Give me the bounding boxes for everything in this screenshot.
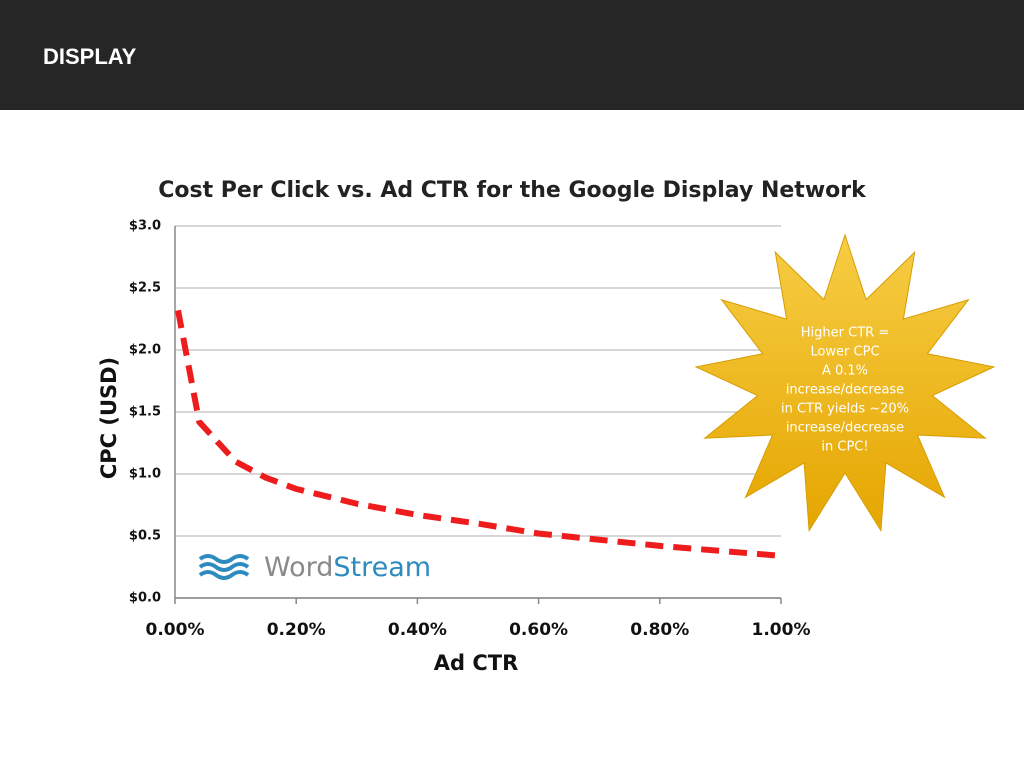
y-tick-label: $3.0 [129,219,161,234]
header-title: DISPLAY [43,44,137,69]
x-tick-label: 1.00% [752,620,811,640]
y-tick-label: $0.5 [129,529,161,544]
y-tick-label: $0.0 [129,591,161,606]
annotation-line: increase/decrease [786,383,904,398]
logo-text: WordStream [264,552,431,583]
header-bar [0,0,1024,110]
x-tick-label: 0.00% [146,620,205,640]
x-tick-label: 0.20% [267,620,326,640]
x-tick-label: 0.80% [630,620,689,640]
chart-title: Cost Per Click vs. Ad CTR for the Google… [158,178,867,203]
line-series [175,309,782,559]
logo-stream: Stream [333,552,431,583]
annotation-line: in CTR yields ~20% [781,402,909,417]
x-tick-label: 0.60% [509,620,568,640]
x-tick-label: 0.40% [388,620,447,640]
y-tick-label: $2.0 [129,343,161,358]
plot: $0.0 $0.5 $1.0 $1.5 $2.0 $2.5 $3.0 0.00% 0.20% 0.… [129,219,996,640]
annotation-line: increase/decrease [786,421,904,436]
logo: WordStream [198,552,431,583]
x-axis-label: Ad CTR [434,651,519,675]
y-tick-label: $1.0 [129,467,161,482]
y-tick-label: $1.5 [129,405,161,420]
logo-word: Word [264,552,333,583]
y-axis-label: CPC (USD) [97,357,121,479]
annotation-line: A 0.1% [822,364,868,379]
annotation-line: Higher CTR = [801,326,889,341]
starburst [694,233,996,533]
y-tick-label: $2.5 [129,281,161,296]
logo-waves [198,554,250,580]
annotation-line: in CPC! [821,440,868,455]
annotation-line: Lower CPC [810,345,879,360]
